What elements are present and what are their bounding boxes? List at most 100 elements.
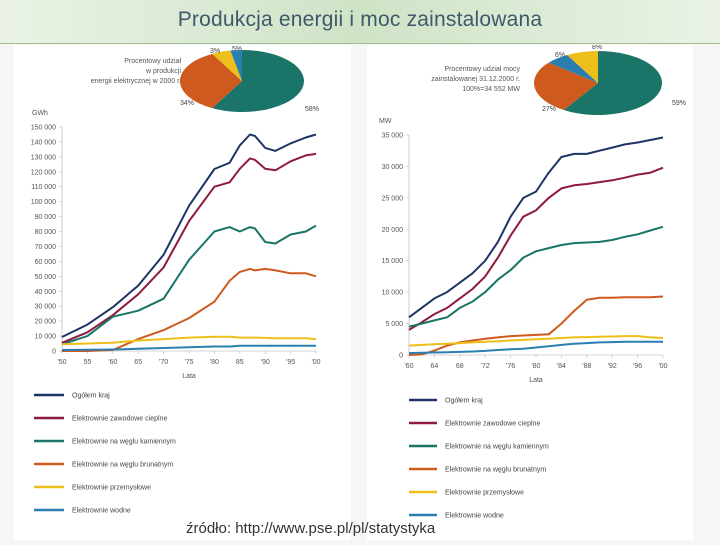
legend-label: Elektrownie wodne — [72, 508, 131, 515]
pie-slice — [212, 50, 242, 81]
x-tick-label: 64 — [431, 363, 439, 370]
legend-label: Elektrownie wodne — [445, 513, 504, 520]
pie-slice — [548, 54, 598, 83]
pie-caption: zainstalowanej 31.12.2000 r. — [431, 76, 520, 83]
y-tick-label: 30 000 — [35, 304, 57, 311]
title-band — [0, 0, 720, 44]
pie-slice-label: 5% — [232, 46, 242, 53]
x-tick-label: '60 — [108, 359, 117, 366]
y-tick-label: 0 — [52, 349, 56, 356]
y-tick-label: 120 000 — [31, 169, 56, 176]
x-tick-label: '80 — [210, 359, 219, 366]
legend-label: Elektrownie przemysłowe — [445, 490, 524, 497]
series-line-total — [61, 133, 317, 338]
slide-title: Produkcja energii i moc zainstalowana — [177, 8, 543, 31]
y-tick-label: 80 000 — [35, 229, 57, 236]
series-line-thermal — [408, 166, 664, 331]
y-axis-unit: GWh — [32, 110, 48, 117]
x-tick-label: '84 — [557, 363, 566, 370]
series-line-industrial — [61, 335, 317, 346]
pie-slice-label: 58% — [305, 106, 319, 113]
x-tick-label: '75 — [184, 359, 193, 366]
x-tick-label: '96 — [633, 363, 642, 370]
x-tick-label: '80 — [531, 363, 540, 370]
legend-label: Elektrownie zawodowe cieplne — [445, 421, 540, 428]
y-tick-label: 130 000 — [31, 154, 56, 161]
pie-slice-label: 59% — [672, 100, 686, 107]
legend-label: Ogółem kraj — [445, 398, 483, 405]
series-line-lignite — [62, 267, 317, 352]
x-tick-label: '92 — [608, 363, 617, 370]
x-tick-label: '00 — [658, 363, 667, 370]
legend-label: Ogółem kraj — [72, 393, 110, 400]
y-tick-label: 10 000 — [35, 334, 57, 341]
y-tick-label: 20 000 — [382, 227, 404, 234]
y-tick-label: 35 000 — [382, 133, 404, 140]
legend-label: Elektrownie zawodowe cieplne — [72, 416, 167, 423]
y-tick-label: 70 000 — [35, 244, 57, 251]
x-tick-label: '76 — [506, 363, 515, 370]
pie-slice — [179, 53, 242, 109]
legend-label: Elektrownie przemysłowe — [72, 485, 151, 492]
series-line-hard_coal — [408, 225, 664, 328]
pie-caption: energii elektrycznej w 2000 r. — [91, 78, 181, 85]
y-tick-label: 25 000 — [382, 195, 404, 202]
pie-slice — [212, 50, 305, 112]
y-tick-label: 90 000 — [35, 214, 57, 221]
x-tick-label: '70 — [159, 359, 168, 366]
y-tick-label: 140 000 — [31, 139, 56, 146]
pie-slice-label: 34% — [180, 100, 194, 107]
pie-slice-label: 27% — [542, 106, 556, 113]
pie-caption: w produkcji — [145, 68, 181, 75]
x-axis-title: Lata — [529, 377, 543, 384]
y-tick-label: 40 000 — [35, 289, 57, 296]
legend-label: Elektrownie na węglu brunatnym — [445, 467, 546, 474]
pie-caption: Procentowy udział — [124, 58, 181, 65]
legend-label: Elektrownie na węglu brunatnym — [72, 462, 173, 469]
y-tick-label: 30 000 — [382, 164, 404, 171]
series-line-total — [408, 136, 664, 319]
right-chart-panel: 59% 27% 6% 8% Procentowy udział mocy zainstal… — [367, 44, 693, 540]
x-tick-label: 55 — [84, 359, 92, 366]
legend-label: Elektrownie na węglu kamiennym — [445, 444, 549, 451]
x-tick-label: 68 — [456, 363, 464, 370]
title-divider — [0, 43, 720, 44]
x-tick-label: '88 — [582, 363, 591, 370]
series-line-thermal — [61, 152, 317, 344]
series-line-industrial — [408, 335, 664, 347]
pie-slice — [563, 51, 662, 115]
series-line-lignite — [408, 295, 664, 356]
y-tick-label: 60 000 — [35, 259, 57, 266]
x-axis-title: Lata — [182, 373, 196, 380]
left-chart-panel: 58% 34% 5% 3% Procentowy udział w produkcji en… — [14, 45, 351, 540]
pie-slice — [230, 50, 242, 81]
y-tick-label: 110 000 — [31, 184, 56, 191]
y-tick-label: 10 000 — [382, 290, 404, 297]
x-tick-label: '60 — [404, 363, 413, 370]
pie-slice — [534, 62, 598, 111]
y-tick-label: 15 000 — [382, 258, 404, 265]
x-tick-label: '00 — [311, 359, 320, 366]
pie-slice — [567, 51, 598, 83]
y-tick-label: 100 000 — [31, 199, 56, 206]
x-tick-label: 85 — [236, 359, 244, 366]
y-axis-unit: MW — [379, 118, 392, 125]
series-line-hydro — [61, 344, 316, 351]
series-line-hydro — [408, 340, 663, 355]
production-chart: 58% 34% 5% 3% Procentowy udział w produkcji en… — [31, 46, 321, 515]
pie-caption: 100%=34 552 MW — [462, 86, 520, 93]
x-tick-label: 65 — [134, 359, 142, 366]
x-tick-label: '90 — [261, 359, 270, 366]
pie-slice-label: 6% — [555, 52, 565, 59]
y-tick-label: 50 000 — [35, 274, 57, 281]
source-note: źródło: http://www.pse.pl/pl/statystyka — [186, 520, 436, 537]
capacity-chart: 59% 27% 6% 8% Procentowy udział mocy zainstal… — [379, 44, 686, 520]
series-line-hard_coal — [61, 224, 317, 346]
y-tick-label: 20 000 — [35, 319, 57, 326]
legend-label: Elektrownie na węglu kamiennym — [72, 439, 176, 446]
y-tick-label: 150 000 — [31, 125, 56, 132]
pie-slice-label: 3% — [210, 48, 220, 55]
y-tick-label: 0 — [399, 353, 403, 360]
x-tick-label: '50 — [57, 359, 66, 366]
y-tick-label: 5 000 — [385, 321, 403, 328]
